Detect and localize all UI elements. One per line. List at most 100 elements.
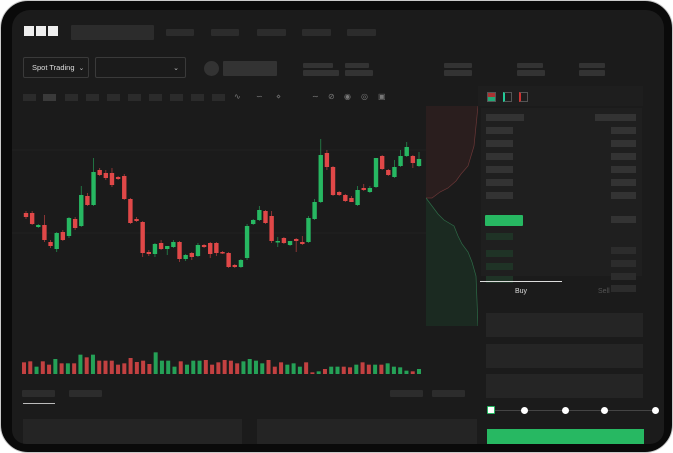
candle-body <box>263 211 268 223</box>
last-price-badge[interactable] <box>485 215 523 226</box>
candle <box>134 217 139 222</box>
nav-item[interactable] <box>302 29 331 36</box>
slider-handle[interactable] <box>487 406 495 414</box>
orderbook-bids-icon[interactable] <box>503 92 512 102</box>
ask-price[interactable] <box>486 192 513 199</box>
stat-value <box>345 70 373 76</box>
volume-bar <box>373 364 378 374</box>
interval-button[interactable] <box>128 94 141 101</box>
interval-button[interactable] <box>65 94 78 101</box>
line-chart-icon[interactable]: ∽ <box>256 92 263 101</box>
volume-bar <box>103 360 108 374</box>
slider-step[interactable] <box>601 407 608 414</box>
candle <box>251 219 256 225</box>
orderbook-asks-icon[interactable] <box>519 92 528 102</box>
candle-body <box>72 219 78 228</box>
volume-bar <box>241 361 246 374</box>
bid-price[interactable] <box>486 263 513 270</box>
ask-price[interactable] <box>486 127 513 134</box>
candle <box>115 176 121 180</box>
slider-step[interactable] <box>562 407 569 414</box>
ask-price[interactable] <box>486 166 513 173</box>
candle-body <box>318 155 323 202</box>
drawing-tool-icon[interactable]: ⋄ <box>276 92 282 101</box>
chevron-down-icon: ⌄ <box>173 64 179 72</box>
candle <box>189 252 194 260</box>
nav-item[interactable] <box>166 29 194 36</box>
orderbook-col-header <box>595 114 636 121</box>
interval-button[interactable] <box>23 94 36 101</box>
interval-button[interactable] <box>86 94 99 101</box>
nav-item[interactable] <box>347 29 376 36</box>
pair-selector-dropdown[interactable]: ⌄ <box>95 57 186 78</box>
tab-buy[interactable]: Buy <box>515 288 528 295</box>
volume-bar <box>260 363 265 374</box>
okx-logo[interactable] <box>24 26 58 36</box>
candle <box>128 198 133 224</box>
bids-depth-area <box>426 198 478 326</box>
nav-item[interactable] <box>211 29 239 36</box>
bottom-action[interactable] <box>390 390 423 397</box>
candle-body <box>367 188 373 192</box>
stat-value <box>517 70 545 76</box>
volume-bar <box>398 367 403 374</box>
chevron-down-icon: ⌄ <box>78 64 85 72</box>
interval-button[interactable] <box>107 94 120 101</box>
candle-body <box>238 260 244 267</box>
orderbook-both-icon[interactable] <box>487 92 496 102</box>
ask-price[interactable] <box>486 179 513 186</box>
trend-icon[interactable]: ∼ <box>312 92 319 101</box>
ask-price[interactable] <box>486 140 513 147</box>
interval-button[interactable] <box>170 94 183 101</box>
bids-depth-line <box>426 197 478 326</box>
total-input[interactable] <box>486 374 643 398</box>
slider-step[interactable] <box>521 407 528 414</box>
bottom-action[interactable] <box>432 390 465 397</box>
header-search-placeholder[interactable] <box>71 25 154 40</box>
interval-button[interactable] <box>191 94 204 101</box>
bid-price[interactable] <box>486 233 513 240</box>
candle <box>318 139 323 203</box>
bid-price[interactable] <box>486 276 513 283</box>
bid-amount <box>611 273 636 280</box>
candlestick-chart[interactable] <box>12 106 427 376</box>
pencil-icon[interactable]: ⊘ <box>328 92 335 101</box>
bottom-tab-history[interactable] <box>69 390 102 397</box>
volume-bar <box>379 364 384 374</box>
bottom-tab-open-orders[interactable] <box>22 390 55 397</box>
candle <box>91 158 96 206</box>
ask-price[interactable] <box>486 153 513 160</box>
camera-icon[interactable]: ◎ <box>361 92 368 101</box>
volume-bar <box>348 367 353 374</box>
orderbook-col-header <box>486 114 524 121</box>
candle-body <box>275 241 280 243</box>
interval-button[interactable] <box>212 94 225 101</box>
indicator-icon[interactable]: ∿ <box>234 92 241 101</box>
volume-bar <box>166 360 171 374</box>
candle-body <box>152 244 158 254</box>
price-input[interactable] <box>486 313 643 337</box>
bid-price[interactable] <box>486 250 513 257</box>
nav-item[interactable] <box>257 29 286 36</box>
amount-input[interactable] <box>486 344 643 368</box>
candle <box>275 237 280 247</box>
volume-bar <box>185 364 190 374</box>
slider-track[interactable] <box>490 410 656 411</box>
candle-body <box>97 170 102 175</box>
buy-submit-button[interactable] <box>487 429 644 444</box>
candle <box>330 166 336 196</box>
candle-body <box>91 172 96 205</box>
settings-icon[interactable]: ◉ <box>344 92 351 101</box>
interval-button[interactable] <box>149 94 162 101</box>
candle-body <box>134 219 139 221</box>
candle <box>48 240 53 248</box>
candle <box>29 211 35 225</box>
candle <box>361 184 366 191</box>
tab-sell[interactable]: Sell <box>598 288 610 295</box>
fullscreen-icon[interactable]: ▣ <box>378 92 386 101</box>
slider-step[interactable] <box>652 407 659 414</box>
ask-amount <box>611 127 636 134</box>
volume-bar <box>59 363 64 374</box>
interval-button[interactable] <box>43 94 56 101</box>
market-type-dropdown[interactable]: Spot Trading ⌄ <box>23 57 89 78</box>
